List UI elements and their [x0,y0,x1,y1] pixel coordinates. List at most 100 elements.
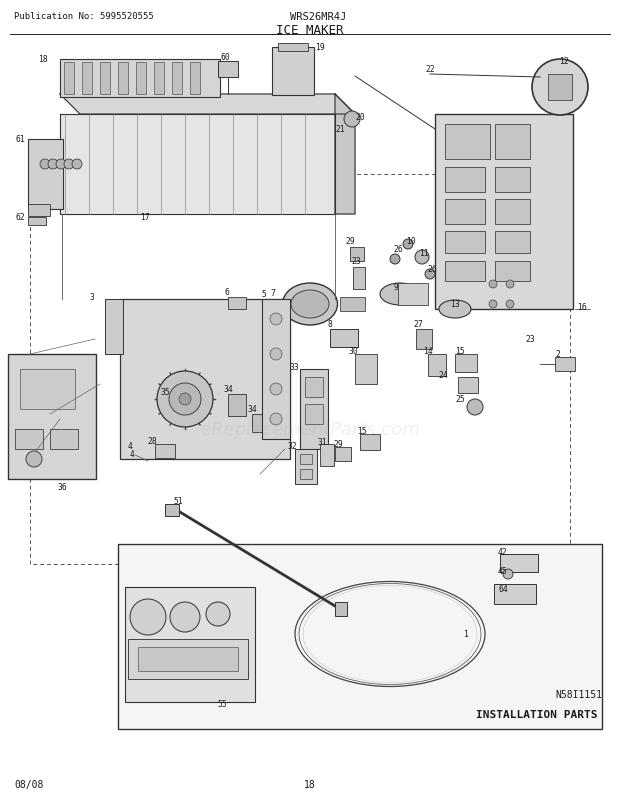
Text: 11: 11 [419,248,429,257]
Bar [495,200,530,225]
Text: 12: 12 [559,58,569,67]
Bar [28,205,50,217]
Text: 42: 42 [498,548,508,557]
Bar [495,232,530,253]
Bar [300,370,328,449]
Bar [500,554,538,573]
Bar [262,300,290,439]
Text: 10: 10 [406,237,416,246]
Bar [305,404,323,424]
Bar [330,330,358,347]
Bar [154,63,164,95]
Bar [435,115,573,310]
Text: 32: 32 [287,442,297,451]
Text: INSTALLATION PARTS: INSTALLATION PARTS [476,709,597,719]
Text: eReplacementParts.com: eReplacementParts.com [200,420,420,439]
Bar [455,354,477,373]
Bar [445,261,485,282]
Bar [398,284,428,306]
Bar [445,200,485,225]
Circle shape [270,349,282,361]
Bar [355,354,377,384]
Text: 35: 35 [160,388,170,397]
Bar [64,63,74,95]
Circle shape [179,394,191,406]
Text: 64: 64 [498,585,508,593]
Bar [228,395,246,416]
Circle shape [506,301,514,309]
Bar [20,370,75,410]
Text: 28: 28 [147,437,157,446]
Bar [416,330,432,350]
Text: ICE MAKER: ICE MAKER [277,24,343,37]
Bar [350,248,364,261]
Bar [428,354,446,376]
Text: 27: 27 [413,320,423,329]
Text: 9: 9 [394,283,399,292]
Bar [82,63,92,95]
Circle shape [503,569,513,579]
Text: 16: 16 [577,303,587,312]
Text: 23: 23 [351,257,361,266]
Circle shape [270,383,282,395]
Bar [305,378,323,398]
Circle shape [157,371,213,427]
Text: 26: 26 [393,245,403,254]
Bar [495,261,530,282]
Bar [320,444,334,467]
Text: Publication No: 5995520555: Publication No: 5995520555 [14,12,154,21]
Circle shape [72,160,82,170]
Bar [494,585,536,604]
Bar [136,63,146,95]
Bar [50,429,78,449]
Circle shape [489,301,497,309]
Bar [548,75,572,101]
Bar [218,62,238,78]
Circle shape [532,60,588,115]
Text: 45: 45 [498,567,508,576]
Text: 08/08: 08/08 [14,779,43,789]
Text: 17: 17 [140,213,150,222]
Text: 2: 2 [556,350,560,359]
Text: 13: 13 [450,300,460,309]
Circle shape [467,399,483,415]
Text: 15: 15 [357,427,367,436]
Bar [495,168,530,192]
Bar [300,469,312,480]
Text: 33: 33 [289,363,299,372]
Bar [118,545,602,729]
Polygon shape [335,95,355,215]
Text: WRS26MR4J: WRS26MR4J [290,12,346,22]
Circle shape [170,602,200,632]
Text: 34: 34 [247,405,257,414]
Text: 6: 6 [224,288,229,297]
Text: N58I1151: N58I1151 [555,689,602,699]
Bar [445,125,490,160]
Polygon shape [60,95,355,115]
Ellipse shape [439,301,471,318]
Text: 36: 36 [57,483,67,492]
Bar [272,48,314,96]
Bar [138,647,238,671]
Bar [190,63,200,95]
Bar [60,60,220,98]
Circle shape [64,160,74,170]
Circle shape [48,160,58,170]
Bar [252,415,266,432]
Text: 21: 21 [335,125,345,134]
Text: 4: 4 [130,449,135,459]
Text: 3: 3 [89,294,94,302]
Bar [445,232,485,253]
Text: 19: 19 [315,43,325,52]
Bar [15,429,43,449]
Text: 24: 24 [438,371,448,380]
Text: 5: 5 [262,290,267,299]
Text: 30: 30 [348,347,358,356]
Bar [300,455,312,464]
Bar [555,358,575,371]
Bar [495,125,530,160]
Text: 8: 8 [327,320,332,329]
Bar [128,639,248,679]
Text: 29: 29 [345,237,355,246]
Ellipse shape [283,284,337,326]
